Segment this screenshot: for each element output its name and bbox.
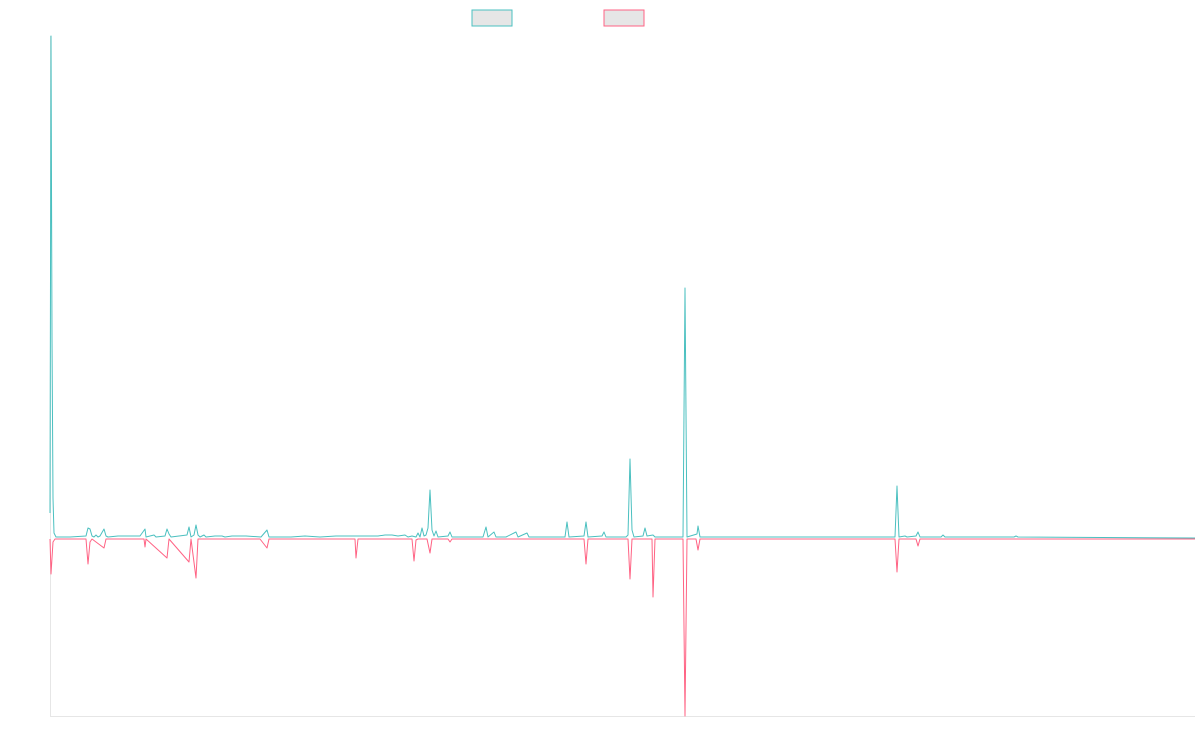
legend bbox=[471, 9, 645, 27]
series-line-teal bbox=[49, 35, 1196, 539]
legend-swatch-teal[interactable] bbox=[471, 9, 513, 27]
series-line-pink bbox=[49, 538, 1195, 717]
series-layer bbox=[49, 35, 1196, 717]
legend-swatch-pink[interactable] bbox=[603, 9, 645, 27]
axes bbox=[50, 36, 1195, 717]
